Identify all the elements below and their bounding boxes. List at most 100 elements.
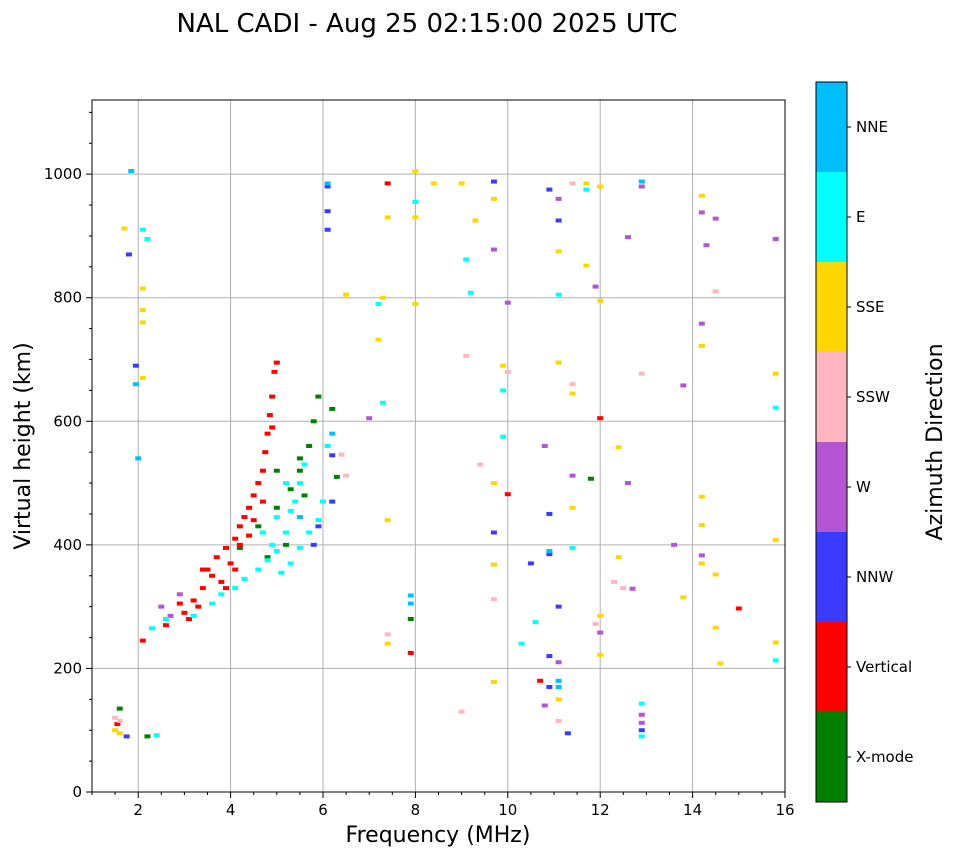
data-point (490, 481, 497, 486)
data-point (246, 505, 253, 510)
data-point (467, 290, 474, 295)
y-axis-label: Virtual height (km) (11, 342, 36, 549)
data-point (236, 545, 243, 550)
x-axis: 2 4 6 8 10 12 14 16 (91, 792, 795, 819)
data-point (227, 561, 234, 566)
data-point (463, 257, 470, 262)
data-point (264, 555, 271, 560)
data-point (712, 289, 719, 294)
colorbar-swatch (816, 622, 847, 712)
data-point (592, 621, 599, 626)
x-tick-label: 4 (226, 801, 236, 819)
data-point (324, 444, 331, 448)
data-point (638, 720, 645, 725)
data-point (112, 728, 119, 733)
colorbar-swatch (816, 262, 847, 352)
data-point (412, 301, 419, 306)
data-point (717, 661, 724, 666)
data-point (638, 179, 645, 184)
data-point (292, 499, 299, 504)
colorbar: X-mode Vertical NNW W SSW SSE E NNE (815, 81, 913, 803)
data-point (384, 181, 391, 186)
data-point (555, 196, 562, 201)
data-point (735, 606, 742, 611)
series-nnw (123, 179, 645, 739)
data-point (278, 570, 285, 575)
x-tick-label: 6 (318, 801, 328, 819)
data-point (262, 450, 269, 455)
data-point (583, 263, 590, 268)
data-point (772, 237, 779, 242)
data-point (255, 481, 262, 486)
data-point (112, 715, 119, 720)
data-point (167, 613, 174, 618)
data-point (490, 680, 497, 685)
data-point (204, 567, 211, 572)
data-point (569, 181, 576, 186)
data-point (329, 499, 336, 504)
plot-background (92, 100, 785, 792)
data-point (546, 654, 553, 659)
data-point (490, 196, 497, 201)
data-point (555, 678, 562, 683)
data-point (569, 382, 576, 387)
data-point (638, 728, 645, 733)
data-point (504, 369, 511, 374)
data-point (597, 630, 604, 635)
data-point (139, 308, 146, 313)
data-point (569, 505, 576, 510)
data-point (324, 181, 331, 186)
y-tick-label: 200 (53, 659, 82, 677)
data-point (116, 706, 123, 711)
series-w (158, 184, 779, 725)
data-point (375, 301, 382, 306)
data-point (490, 562, 497, 567)
colorbar-swatch (816, 442, 847, 532)
data-point (569, 473, 576, 478)
data-point (158, 604, 165, 609)
data-point (259, 530, 266, 535)
data-point (139, 227, 146, 232)
series-vertical (114, 181, 742, 727)
data-point (269, 394, 276, 399)
x-axis-label: Frequency (MHz) (346, 823, 531, 848)
data-point (555, 660, 562, 665)
data-point (139, 320, 146, 325)
data-point (199, 567, 206, 572)
colorbar-tick-label: E (856, 208, 865, 226)
data-point (209, 573, 216, 578)
data-point (132, 382, 139, 387)
data-point (209, 601, 216, 606)
data-point (162, 623, 169, 628)
data-point (287, 508, 294, 513)
chart-title: NAL CADI - Aug 25 02:15:00 2025 UTC (177, 9, 678, 39)
x-tick-label: 16 (775, 801, 794, 819)
data-point (255, 524, 262, 529)
series-ssw (112, 181, 719, 723)
colorbar-swatch (816, 532, 847, 622)
data-point (698, 193, 705, 198)
data-point (407, 650, 414, 655)
data-point (114, 722, 121, 727)
data-point (587, 476, 594, 481)
data-point (703, 243, 710, 248)
data-point (541, 703, 548, 708)
data-point (490, 530, 497, 535)
colorbar-tick-label: NNW (856, 568, 893, 586)
data-point (144, 734, 151, 739)
data-point (273, 468, 280, 473)
x-tick-label: 2 (133, 801, 143, 819)
data-point (698, 523, 705, 528)
data-point (518, 641, 525, 646)
data-point (490, 597, 497, 602)
data-point (380, 295, 387, 300)
data-point (384, 518, 391, 523)
series-x-mode (116, 394, 594, 739)
data-point (296, 456, 303, 461)
data-point (412, 199, 419, 204)
data-point (407, 601, 414, 606)
data-point (624, 481, 631, 486)
data-point (181, 610, 188, 615)
data-point (430, 181, 437, 186)
data-point (287, 561, 294, 566)
